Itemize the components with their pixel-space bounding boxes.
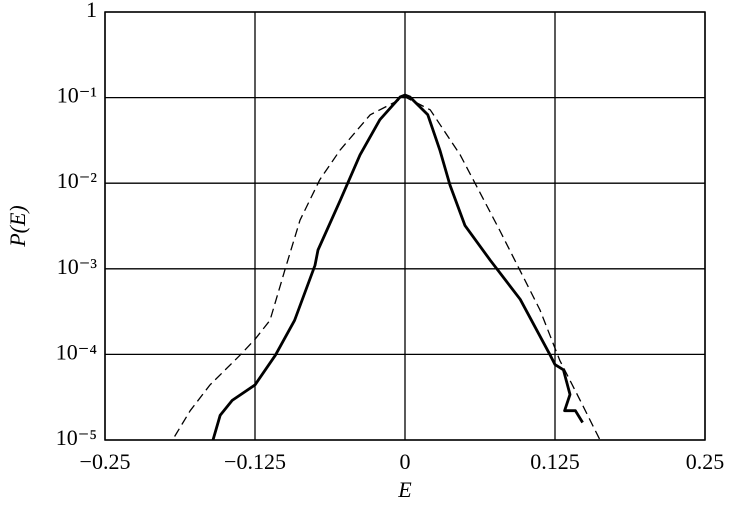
series-line: [211, 93, 584, 441]
x-tick-label: −0.25: [80, 449, 131, 474]
y-tick-label: 10⁻⁵: [56, 425, 97, 450]
series-line: [174, 96, 601, 441]
x-axis-label: E: [397, 477, 412, 502]
y-axis-label: P(E): [5, 205, 30, 248]
y-tick-label: 10⁻²: [57, 168, 98, 193]
x-tick-label: 0.125: [530, 449, 580, 474]
x-tick-label: 0: [400, 449, 411, 474]
x-tick-label: −0.125: [224, 449, 286, 474]
y-tick-label: 10⁻⁴: [56, 339, 98, 364]
y-tick-label: 10⁻³: [57, 254, 98, 279]
x-tick-label: 0.25: [686, 449, 725, 474]
plot-frame: [104, 11, 706, 441]
y-tick-label: 10⁻¹: [57, 83, 97, 108]
y-tick-label: 1: [86, 0, 97, 22]
